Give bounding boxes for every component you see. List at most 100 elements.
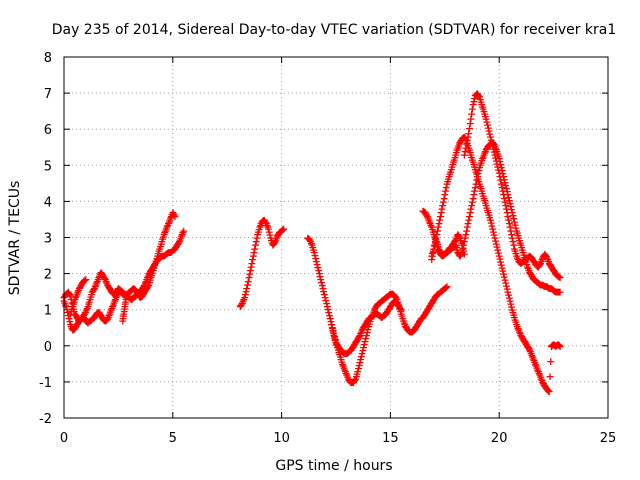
data-point: + — [464, 141, 473, 154]
data-point-interp: + — [490, 228, 499, 241]
data-point-interp: + — [450, 240, 459, 253]
data-point-interp: + — [511, 313, 520, 326]
data-point-interp: + — [67, 320, 76, 333]
data-point-interp: + — [515, 325, 524, 338]
data-point-interp: + — [457, 133, 466, 146]
data-point-interp: + — [474, 175, 483, 188]
series-2: ++++++++++++++++++++++++++++++++++++++++… — [59, 224, 188, 336]
data-point-interp: + — [495, 155, 504, 168]
data-point: + — [551, 286, 560, 299]
data-point-interp: + — [492, 143, 501, 156]
data-point-interp: + — [504, 289, 513, 302]
data-point: + — [418, 311, 427, 324]
data-point: + — [536, 278, 545, 291]
data-point-interp: + — [430, 230, 439, 243]
data-point: + — [503, 286, 512, 299]
data-point-interp: + — [80, 312, 89, 325]
data-point-interp: + — [374, 297, 383, 310]
data-point-interp: + — [123, 290, 132, 303]
data-point-interp: + — [128, 292, 137, 305]
data-point-interp: + — [311, 252, 320, 265]
data-point: + — [125, 291, 134, 304]
data-point-interp: + — [64, 287, 73, 300]
data-point-interp: + — [257, 217, 266, 230]
data-point-interp: + — [173, 238, 182, 251]
data-point-interp: + — [495, 253, 504, 266]
data-point-interp: + — [381, 308, 390, 321]
data-point-interp: + — [481, 197, 490, 210]
data-point-interp: + — [361, 318, 370, 331]
data-point-interp: + — [356, 353, 365, 366]
data-point: + — [344, 345, 353, 358]
data-point: + — [453, 246, 462, 259]
data-point-interp: + — [95, 269, 104, 282]
data-point-interp: + — [442, 281, 451, 294]
data-point: + — [368, 309, 377, 322]
data-point-interp: + — [452, 241, 461, 254]
data-point-interp: + — [442, 247, 451, 260]
data-point-interp: + — [487, 136, 496, 149]
data-point: + — [377, 311, 386, 324]
data-point-interp: + — [350, 375, 359, 388]
data-point: + — [538, 251, 547, 264]
data-point-interp: + — [67, 296, 76, 309]
data-point-interp: + — [72, 289, 81, 302]
data-point-interp: + — [435, 245, 444, 258]
data-point: + — [451, 233, 460, 246]
data-point-interp: + — [429, 225, 438, 238]
data-point-interp: + — [433, 288, 442, 301]
data-point: + — [86, 315, 95, 328]
data-point-interp: + — [115, 284, 124, 297]
data-point-interp: + — [152, 254, 161, 267]
data-point-interp: + — [84, 316, 93, 329]
data-point-interp: + — [439, 192, 448, 205]
data-point-interp: + — [468, 195, 477, 208]
data-point: + — [68, 324, 77, 337]
data-point-interp: + — [439, 283, 448, 296]
data-point: + — [170, 210, 179, 223]
data-point-interp: + — [336, 344, 345, 357]
data-point: + — [408, 325, 417, 338]
data-point: + — [545, 282, 554, 295]
data-point: + — [81, 306, 90, 319]
data-point-interp: + — [78, 276, 87, 289]
data-point-interp: + — [352, 334, 361, 347]
data-point-interp: + — [371, 307, 380, 320]
data-point-interp: + — [101, 314, 110, 327]
data-point-interp: + — [493, 161, 502, 174]
data-point-interp: + — [167, 245, 176, 258]
data-point: + — [466, 112, 475, 125]
data-point-interp: + — [143, 271, 152, 284]
data-point-interp: + — [67, 293, 76, 306]
data-point-interp: + — [137, 290, 146, 303]
data-point: + — [521, 336, 530, 349]
data-point: + — [553, 269, 562, 282]
data-point: + — [344, 374, 353, 387]
data-point-interp: + — [517, 241, 526, 254]
data-point: + — [68, 300, 77, 313]
x-tick-label: 0 — [60, 431, 68, 446]
data-point-interp: + — [502, 182, 511, 195]
data-point-interp: + — [503, 206, 512, 219]
data-point: + — [464, 127, 473, 140]
data-point-interp: + — [113, 287, 122, 300]
data-point-interp: + — [498, 167, 507, 180]
data-point: + — [146, 264, 155, 277]
data-point-interp: + — [88, 284, 97, 297]
data-point-interp: + — [121, 288, 130, 301]
data-point-interp: + — [117, 285, 126, 298]
data-point-interp: + — [518, 256, 527, 269]
data-point: + — [118, 286, 127, 299]
data-point-interp: + — [544, 255, 553, 268]
data-point-interp: + — [516, 327, 525, 340]
data-point: + — [499, 268, 508, 281]
data-point-interp: + — [104, 311, 113, 324]
data-point-interp: + — [328, 324, 337, 337]
data-point-interp: + — [480, 194, 489, 207]
y-tick-label: 8 — [44, 51, 52, 66]
data-point-interp: + — [91, 278, 100, 291]
data-point: + — [490, 139, 499, 152]
data-point: + — [525, 250, 534, 263]
data-point-interp: + — [542, 250, 551, 263]
data-point-interp: + — [433, 240, 442, 253]
